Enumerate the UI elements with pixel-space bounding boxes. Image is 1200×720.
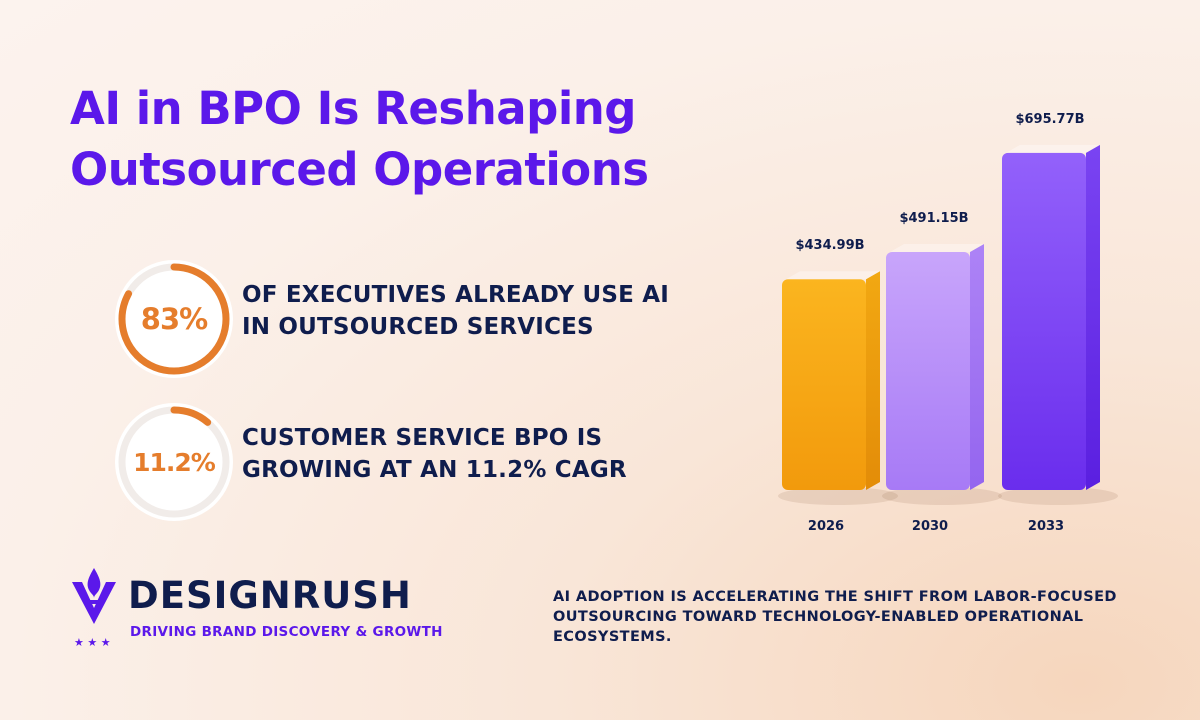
bar-top: [890, 244, 984, 253]
progress-ring: 11.2%: [112, 400, 236, 524]
stat-value: 11.2%: [133, 447, 216, 477]
stat-description-line-2: GROWING AT AN 11.2% CAGR: [242, 457, 627, 483]
stat-cagr: 11.2% CUSTOMER SERVICE BPO IS GROWING AT…: [112, 400, 732, 524]
bar-shadow: [778, 487, 898, 505]
brand-logo: ★ ★ ★ DESIGNRUSH DRIVING BRAND DISCOVERY…: [70, 568, 470, 650]
bar-shadow: [882, 487, 1002, 505]
bar-value-label: $434.99B: [795, 238, 864, 253]
stat-description-line-2: IN OUTSOURCED SERVICES: [242, 314, 594, 340]
stat-executives: 83% OF EXECUTIVES ALREADY USE AI IN OUTS…: [112, 257, 732, 381]
stat-value: 83%: [140, 302, 208, 336]
stat-description: OF EXECUTIVES ALREADY USE AI IN OUTSOURC…: [242, 279, 722, 343]
footnote: AI ADOPTION IS ACCELERATING THE SHIFT FR…: [553, 587, 1153, 647]
svg-text:★ ★ ★: ★ ★ ★: [74, 636, 111, 649]
ring-progress-arc: [118, 406, 230, 518]
footnote-line-2: OUTSOURCING TOWARD TECHNOLOGY-ENABLED OP…: [553, 609, 1084, 625]
title-line-2: Outsourced Operations: [70, 143, 649, 196]
stat-description-line-1: OF EXECUTIVES ALREADY USE AI: [242, 282, 669, 308]
bar-value-label: $491.15B: [899, 211, 968, 226]
bar-side: [970, 244, 984, 490]
x-tick-label: 2026: [808, 519, 844, 534]
brand-tagline: DRIVING BRAND DISCOVERY & GROWTH: [130, 624, 443, 640]
ring-face: [115, 260, 233, 378]
bar-value-label: $695.77B: [1015, 112, 1084, 127]
bar: [782, 279, 866, 490]
bar-top: [786, 271, 880, 280]
page-title: AI in BPO Is Reshaping Outsourced Operat…: [70, 78, 710, 200]
bar-side: [1086, 144, 1100, 491]
stat-description-line-1: CUSTOMER SERVICE BPO IS: [242, 425, 603, 451]
bar-shadow: [998, 487, 1118, 505]
bar: [1002, 152, 1086, 491]
ring-face: [115, 403, 233, 521]
bar-side: [866, 271, 880, 490]
bar-chart: $434.99B 2026 $491.15B 2030 $695.77B 2033: [778, 112, 1118, 534]
progress-ring: 83%: [112, 257, 236, 381]
title-line-1: AI in BPO Is Reshaping: [70, 82, 637, 135]
progress-ring-svg: [115, 403, 233, 521]
bar-top: [1006, 144, 1100, 153]
footnote-line-1: AI ADOPTION IS ACCELERATING THE SHIFT FR…: [553, 589, 1117, 605]
ring-progress-arc: [118, 263, 230, 375]
bar: [886, 252, 970, 490]
stat-description: CUSTOMER SERVICE BPO IS GROWING AT AN 11…: [242, 422, 722, 486]
brand-mark-icon: ★ ★ ★: [72, 568, 116, 649]
brand-name: DESIGNRUSH: [128, 574, 412, 617]
x-tick-label: 2030: [912, 519, 948, 534]
progress-ring-svg: [115, 260, 233, 378]
footnote-line-3: ECOSYSTEMS.: [553, 629, 672, 645]
x-tick-label: 2033: [1028, 519, 1064, 534]
